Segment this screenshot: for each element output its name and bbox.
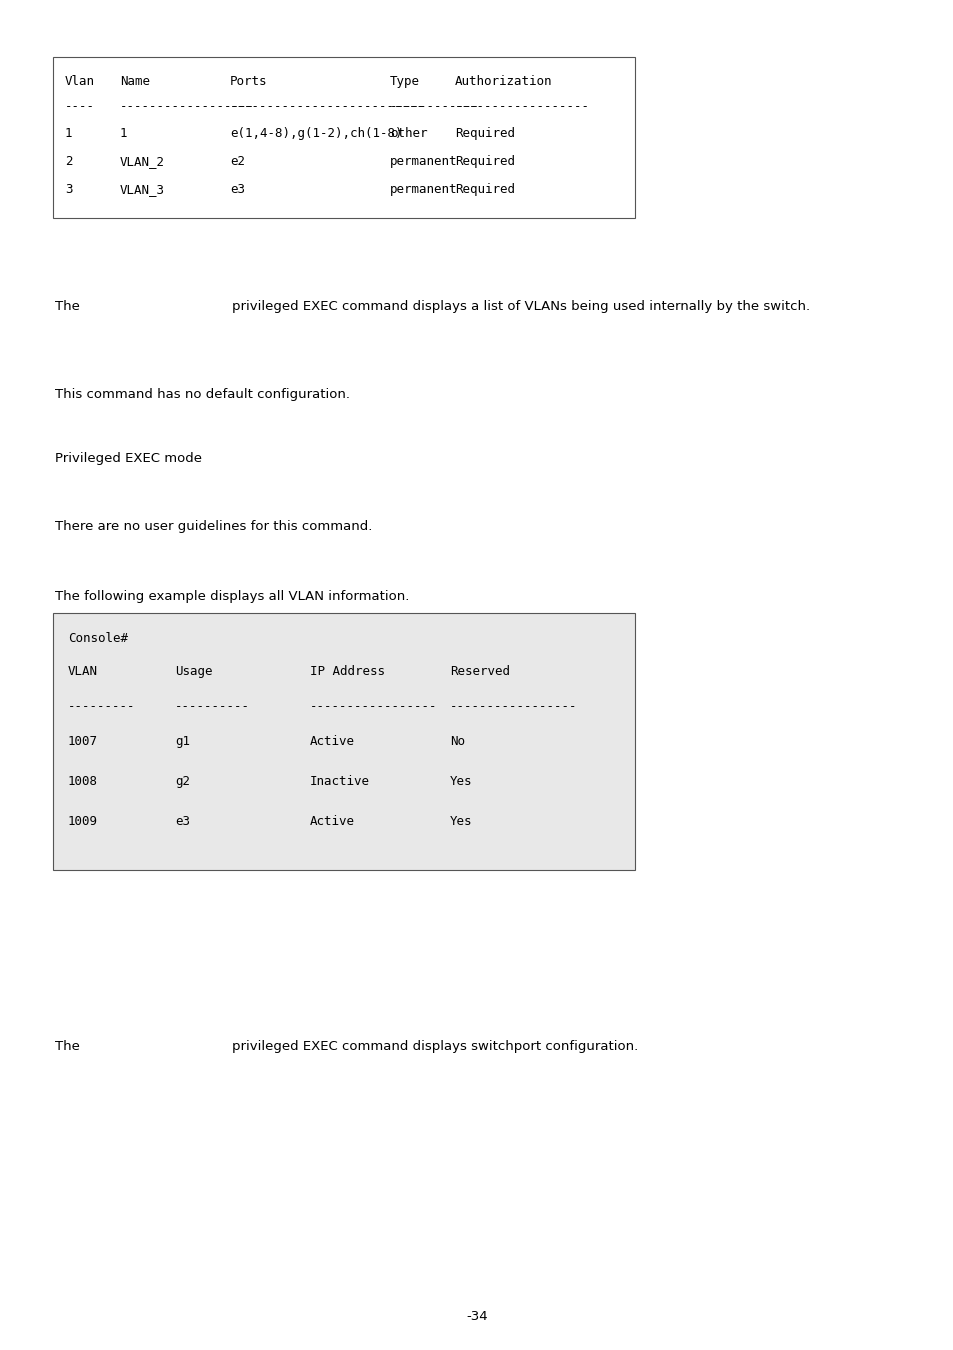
Text: ------------------: ------------------ bbox=[455, 100, 589, 113]
Text: Ports: Ports bbox=[230, 76, 267, 88]
Text: The following example displays all VLAN information.: The following example displays all VLAN … bbox=[55, 590, 409, 603]
Bar bbox=[53, 57, 635, 217]
Text: privileged EXEC command displays a list of VLANs being used internally by the sw: privileged EXEC command displays a list … bbox=[232, 300, 809, 313]
Text: privileged EXEC command displays switchport configuration.: privileged EXEC command displays switchp… bbox=[232, 1040, 638, 1053]
Text: Required: Required bbox=[455, 155, 515, 167]
Text: ----------: ---------- bbox=[174, 701, 250, 713]
Text: 3: 3 bbox=[65, 184, 72, 196]
Text: Type: Type bbox=[390, 76, 419, 88]
Text: Name: Name bbox=[120, 76, 150, 88]
Text: Active: Active bbox=[310, 734, 355, 748]
Text: The: The bbox=[55, 1040, 80, 1053]
Text: 1: 1 bbox=[120, 127, 128, 140]
Text: other: other bbox=[390, 127, 427, 140]
Text: Inactive: Inactive bbox=[310, 775, 370, 788]
Text: There are no user guidelines for this command.: There are no user guidelines for this co… bbox=[55, 520, 372, 533]
Text: 2: 2 bbox=[65, 155, 72, 167]
Text: Authorization: Authorization bbox=[455, 76, 552, 88]
Text: ------------: ------------ bbox=[390, 100, 479, 113]
Text: e3: e3 bbox=[230, 184, 245, 196]
Text: permanent: permanent bbox=[390, 184, 457, 196]
Text: The: The bbox=[55, 300, 80, 313]
Bar bbox=[53, 613, 635, 869]
Text: Reserved: Reserved bbox=[450, 666, 510, 678]
Text: ------------------: ------------------ bbox=[120, 100, 254, 113]
Text: Yes: Yes bbox=[450, 775, 472, 788]
Text: -34: -34 bbox=[466, 1310, 487, 1323]
Text: e2: e2 bbox=[230, 155, 245, 167]
Text: 1008: 1008 bbox=[68, 775, 98, 788]
Text: Privileged EXEC mode: Privileged EXEC mode bbox=[55, 452, 202, 464]
Text: ---------: --------- bbox=[68, 701, 135, 713]
Text: e(1,4-8),g(1-2),ch(1-8): e(1,4-8),g(1-2),ch(1-8) bbox=[230, 127, 402, 140]
Text: This command has no default configuration.: This command has no default configuratio… bbox=[55, 387, 350, 401]
Text: --------------------------: -------------------------- bbox=[230, 100, 424, 113]
Text: -----------------: ----------------- bbox=[310, 701, 437, 713]
Text: VLAN_2: VLAN_2 bbox=[120, 155, 165, 167]
Text: VLAN: VLAN bbox=[68, 666, 98, 678]
Text: IP Address: IP Address bbox=[310, 666, 385, 678]
Text: Yes: Yes bbox=[450, 815, 472, 828]
Text: Console#: Console# bbox=[68, 632, 128, 645]
Text: g2: g2 bbox=[174, 775, 190, 788]
Text: No: No bbox=[450, 734, 464, 748]
Text: Required: Required bbox=[455, 184, 515, 196]
Text: permanent: permanent bbox=[390, 155, 457, 167]
Text: Required: Required bbox=[455, 127, 515, 140]
Text: Vlan: Vlan bbox=[65, 76, 95, 88]
Text: Usage: Usage bbox=[174, 666, 213, 678]
Text: g1: g1 bbox=[174, 734, 190, 748]
Text: -----------------: ----------------- bbox=[450, 701, 577, 713]
Text: ----: ---- bbox=[65, 100, 95, 113]
Text: VLAN_3: VLAN_3 bbox=[120, 184, 165, 196]
Text: Active: Active bbox=[310, 815, 355, 828]
Text: 1009: 1009 bbox=[68, 815, 98, 828]
Text: 1: 1 bbox=[65, 127, 72, 140]
Text: e3: e3 bbox=[174, 815, 190, 828]
Text: 1007: 1007 bbox=[68, 734, 98, 748]
